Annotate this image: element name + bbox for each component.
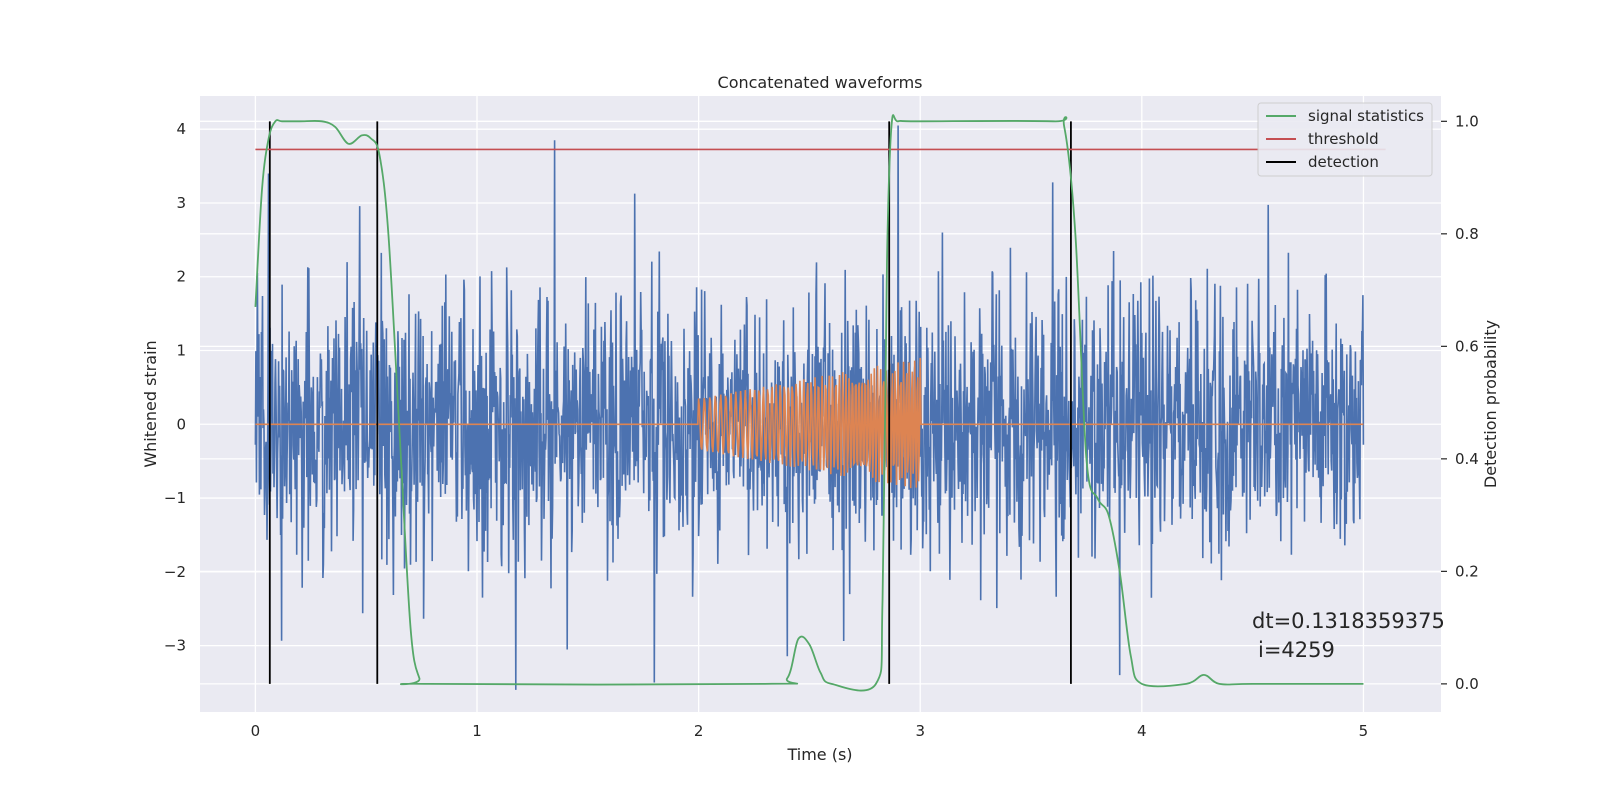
y-tick-label: 3 (176, 194, 186, 212)
y-tick-label: 2 (176, 268, 186, 286)
legend-label-detection: detection (1308, 153, 1379, 171)
y-tick-label: 4 (176, 120, 186, 138)
signal-statistics-line (254, 114, 1364, 692)
x-tick-label: 0 (251, 722, 261, 740)
annotation-i: i=4259 (1258, 638, 1335, 662)
x-ticks: 0 1 2 3 4 5 (251, 722, 1369, 740)
y-axis-label: Whitened strain (141, 340, 160, 467)
y2-tick-label: 0.4 (1455, 450, 1479, 468)
x-tick-label: 2 (694, 722, 704, 740)
y2-tick-label: 0.0 (1455, 675, 1479, 693)
series-layer (254, 114, 1386, 692)
x-tick-label: 4 (1137, 722, 1147, 740)
whitened-strain-line (254, 125, 1365, 690)
y2-tick-label: 0.2 (1455, 562, 1479, 580)
annotation-dt: dt=0.1318359375 (1252, 609, 1445, 633)
legend: signal statistics threshold detection (1257, 102, 1433, 177)
legend-label-threshold: threshold (1308, 130, 1379, 148)
y-tick-label: −1 (164, 489, 186, 507)
y2-tick-label: 0.6 (1455, 337, 1479, 355)
y-tick-label: −3 (164, 637, 186, 655)
x-axis-label: Time (s) (786, 745, 852, 764)
x-tick-label: 1 (472, 722, 482, 740)
injected-waveform-line (255, 357, 1364, 489)
y2-tick-label: 0.8 (1455, 225, 1479, 243)
y2-tick-label: 1.0 (1455, 112, 1479, 130)
detection-lines (268, 121, 1072, 684)
y-tick-label: 1 (176, 342, 186, 360)
y-tick-label: −2 (164, 563, 186, 581)
x-tick-label: 3 (915, 722, 925, 740)
y2-ticks: 0.0 0.2 0.4 0.6 0.8 1.0 (1441, 112, 1479, 693)
y2-axis-label: Detection probability (1481, 320, 1500, 488)
y-tick-label: 0 (176, 415, 186, 433)
chart-title: Concatenated waveforms (718, 73, 923, 92)
x-tick-label: 5 (1359, 722, 1369, 740)
legend-label-signal-statistics: signal statistics (1308, 107, 1424, 125)
y-ticks: −3 −2 −1 0 1 2 3 4 (164, 120, 186, 654)
